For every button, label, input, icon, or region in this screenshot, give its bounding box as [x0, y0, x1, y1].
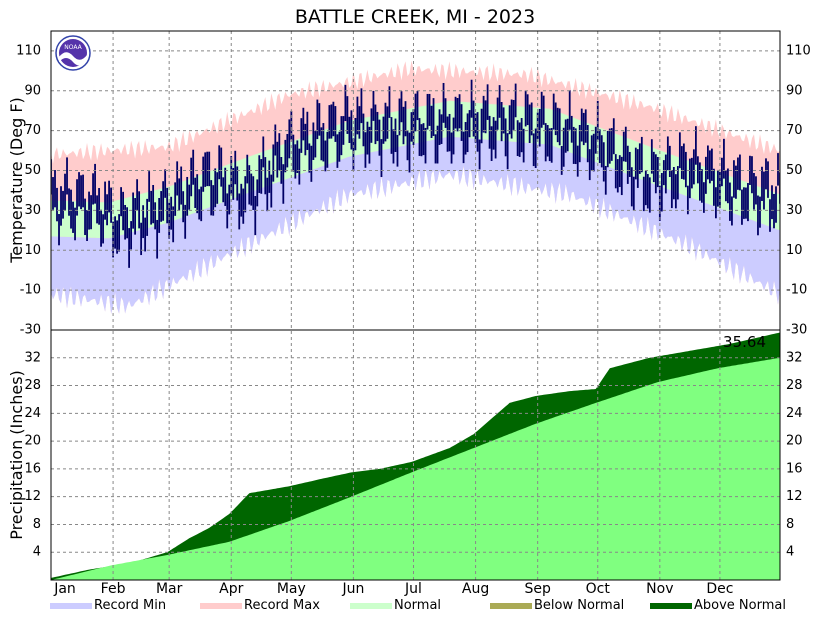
legend: Record Min Record Max Normal Below Norma… [0, 598, 830, 616]
precip-tick-label-right: 16 [786, 461, 803, 476]
precip-tick-label-left: 12 [24, 489, 41, 504]
legend-item-record-max: Record Max [200, 598, 320, 613]
temp-tick-label-left: 110 [16, 43, 41, 58]
temp-tick-label-left: 10 [24, 243, 41, 258]
precip-tick-label-left: 8 [33, 517, 41, 532]
temp-tick-label-right: 50 [786, 163, 803, 178]
precipitation-plot-area [51, 332, 780, 580]
precipitation-total-annotation: 35.64 [723, 333, 766, 351]
legend-item-above-normal: Above Normal [650, 598, 786, 613]
month-tick-label: Oct [586, 581, 611, 597]
temp-tick-label-left: 30 [24, 203, 41, 218]
temp-tick-label-left: 70 [24, 123, 41, 138]
precip-tick-label-right: 4 [786, 545, 794, 560]
month-tick-label: Aug [462, 581, 489, 597]
legend-item-record-min: Record Min [50, 598, 166, 613]
plot-frame [50, 30, 781, 581]
legend-item-below-normal: Below Normal [490, 598, 624, 613]
legend-label: Normal [394, 598, 442, 613]
precip-tick-label-right: 20 [786, 434, 803, 449]
temp-tick-label-left: 50 [24, 163, 41, 178]
temperature-axis-label: Temperature (Deg F) [7, 97, 26, 264]
month-tick-label: Dec [706, 581, 733, 597]
record-min-band [51, 136, 780, 314]
legend-swatch-above-normal [650, 602, 692, 609]
precip-tick-label-right: 24 [786, 406, 803, 421]
legend-swatch-record-max [200, 602, 242, 609]
temp-tick-label-right: 110 [786, 43, 811, 58]
legend-swatch-below-normal [490, 602, 532, 609]
temp-tick-label-right: 10 [786, 243, 803, 258]
temp-tick-label-right: -10 [786, 283, 807, 298]
temp-tick-label-left: -10 [20, 283, 41, 298]
precip-tick-label-left: 32 [24, 350, 41, 365]
legend-label: Record Max [244, 598, 320, 613]
precip-tick-label-right: 8 [786, 517, 794, 532]
legend-item-normal: Normal [350, 598, 441, 613]
legend-label: Above Normal [694, 598, 786, 613]
noaa-logo: NOAA [55, 35, 91, 71]
precip-tick-label-left: 20 [24, 434, 41, 449]
temperature-plot-area [51, 60, 780, 314]
month-tick-label: May [277, 581, 306, 597]
axis-labels: 110 110 90 90 70 70 50 50 30 30 10 10 -10 -10 -30 -30 32… [16, 43, 811, 597]
temp-tick-label-right: -30 [786, 323, 807, 338]
precipitation-axis-label: Precipitation (Inches) [7, 370, 26, 540]
month-tick-label: Jan [53, 581, 76, 597]
precip-tick-label-right: 28 [786, 378, 803, 393]
precip-tick-label-left: 28 [24, 378, 41, 393]
month-tick-label: Apr [219, 581, 243, 597]
legend-swatch-normal [350, 602, 392, 609]
precip-tick-label-right: 12 [786, 489, 803, 504]
temp-tick-label-right: 90 [786, 83, 803, 98]
legend-label: Record Min [94, 598, 167, 613]
month-tick-label: Mar [156, 581, 183, 597]
chart-title: BATTLE CREEK, MI - 2023 [294, 6, 536, 28]
noaa-logo-text: NOAA [64, 44, 82, 51]
precip-tick-label-right: 32 [786, 350, 803, 365]
temp-tick-label-left: 90 [24, 83, 41, 98]
precip-tick-label-left: 16 [24, 461, 41, 476]
month-tick-label: Jul [404, 581, 422, 597]
month-tick-label: Feb [101, 581, 126, 597]
grid-lines [51, 31, 780, 580]
legend-label: Below Normal [534, 598, 625, 613]
temp-tick-label-left: -30 [20, 323, 41, 338]
temp-tick-label-right: 70 [786, 123, 803, 138]
temp-tick-label-right: 30 [786, 203, 803, 218]
precip-tick-label-left: 4 [33, 545, 41, 560]
legend-swatch-record-min [50, 602, 92, 609]
month-tick-label: Sep [524, 581, 551, 597]
month-tick-label: Jun [341, 581, 364, 597]
precip-tick-label-left: 24 [24, 406, 41, 421]
month-tick-label: Nov [646, 581, 673, 597]
